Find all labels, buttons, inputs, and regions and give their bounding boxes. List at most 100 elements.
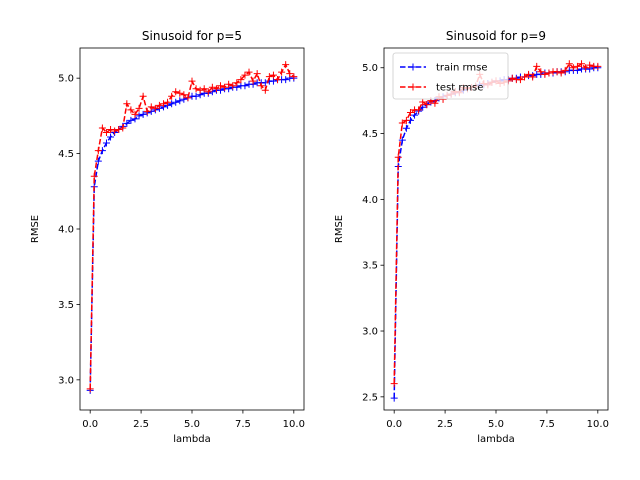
data-point: [415, 106, 423, 114]
data-point: [123, 100, 131, 108]
y-tick-label: 4.5: [58, 149, 74, 160]
data-point: [229, 82, 237, 90]
x-tick-label: 2.5: [437, 419, 453, 430]
data-point: [398, 119, 406, 127]
data-point: [159, 100, 167, 108]
data-point: [241, 71, 249, 79]
data-point: [192, 85, 200, 93]
data-point: [573, 62, 581, 70]
data-point: [257, 82, 265, 90]
x-tick-label: 0.0: [386, 419, 402, 430]
data-point: [253, 70, 261, 78]
subplot-p9: 0.0 2.5 5.0 7.5 10.0 2.5 3.0 3.5 4.0 4.5 5.0 Sinuso…: [334, 29, 609, 445]
legend-label: test rmse: [436, 83, 483, 94]
data-point: [508, 74, 516, 82]
data-point: [127, 106, 135, 114]
data-point: [168, 92, 176, 100]
data-point: [286, 70, 294, 78]
data-point: [139, 92, 147, 100]
data-point: [282, 61, 290, 69]
data-point: [569, 64, 577, 72]
data-point: [115, 125, 123, 133]
data-point: [586, 61, 594, 69]
data-point: [123, 119, 131, 127]
x-tick-label: 0.0: [82, 419, 98, 430]
data-point: [269, 71, 277, 79]
y-axis-label: RMSE: [334, 215, 345, 243]
data-point: [578, 60, 586, 68]
data-point: [155, 101, 163, 109]
x-tick-label: 7.5: [235, 419, 251, 430]
data-point: [94, 147, 102, 155]
data-point: [274, 76, 282, 84]
data-point: [533, 62, 541, 70]
data-point: [98, 124, 106, 132]
data-point: [212, 85, 220, 93]
data-point: [278, 68, 286, 76]
data-point: [176, 97, 184, 105]
plot-area: [384, 48, 608, 410]
data-point: [537, 68, 545, 76]
series-train-rmse: [86, 74, 298, 394]
data-point: [180, 91, 188, 99]
chart-title: Sinusoid for p=5: [142, 29, 242, 43]
data-point: [529, 73, 537, 81]
data-point: [107, 133, 115, 141]
data-point: [147, 103, 155, 111]
legend: train rmse test rmse: [392, 52, 509, 100]
x-tick-label: 2.5: [133, 419, 149, 430]
data-point: [164, 98, 172, 106]
data-point: [237, 76, 245, 84]
y-axis-label: RMSE: [30, 215, 41, 243]
data-point: [419, 98, 427, 106]
data-point: [200, 85, 208, 93]
data-point: [86, 385, 94, 393]
legend-marker: [409, 63, 417, 71]
data-point: [102, 128, 110, 136]
data-point: [241, 82, 249, 90]
data-point: [402, 116, 410, 124]
data-point: [168, 100, 176, 108]
x-tick-label: 7.5: [539, 419, 555, 430]
data-point: [245, 68, 253, 76]
data-point: [90, 172, 98, 180]
data-point: [204, 88, 212, 96]
data-point: [406, 109, 414, 117]
data-point: [402, 124, 410, 132]
data-point: [398, 136, 406, 144]
data-point: [390, 380, 398, 388]
data-point: [269, 77, 277, 85]
data-point: [545, 69, 553, 77]
data-point: [188, 77, 196, 85]
data-point: [102, 139, 110, 147]
data-point: [582, 64, 590, 72]
data-point: [107, 125, 115, 133]
data-point: [221, 83, 229, 91]
data-point: [176, 89, 184, 97]
y-tick-label: 4.0: [58, 225, 74, 236]
legend-label: train rmse: [436, 63, 488, 74]
chart-title: Sinusoid for p=9: [446, 29, 546, 43]
data-point: [172, 88, 180, 96]
data-point: [290, 73, 298, 81]
y-tick-label: 4.5: [362, 129, 378, 140]
data-point: [139, 110, 147, 118]
y-tick-label: 3.0: [58, 375, 74, 386]
data-point: [135, 104, 143, 112]
data-point: [261, 86, 269, 94]
plot-area: [80, 48, 304, 410]
data-point: [225, 80, 233, 88]
data-point: [131, 110, 139, 118]
data-point: [233, 79, 241, 87]
y-tick-label: 3.0: [362, 327, 378, 338]
x-tick-label: 10.0: [283, 419, 305, 430]
data-point: [265, 73, 273, 81]
data-point: [282, 76, 290, 84]
data-point: [172, 98, 180, 106]
data-point: [127, 116, 135, 124]
x-tick-label: 5.0: [184, 419, 200, 430]
data-point: [192, 92, 200, 100]
data-point: [565, 60, 573, 68]
legend-marker: [409, 83, 417, 91]
data-point: [208, 83, 216, 91]
